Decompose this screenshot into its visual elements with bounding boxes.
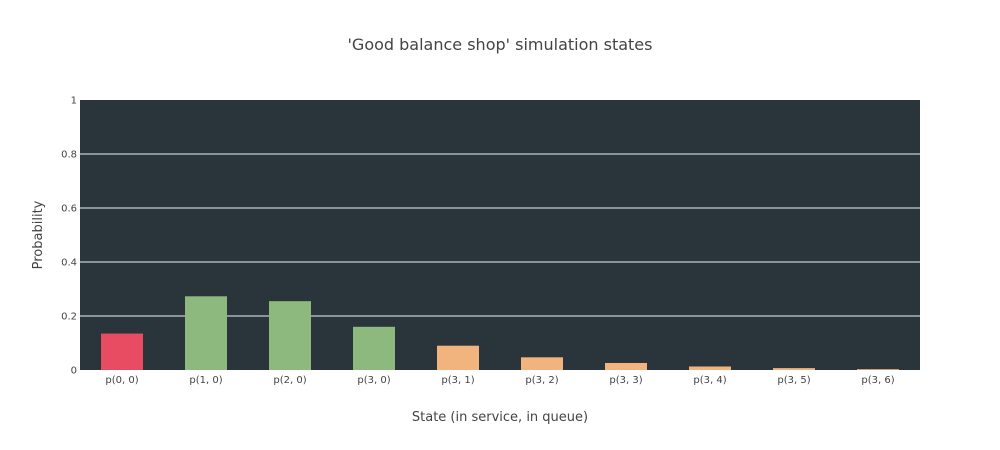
bar (521, 357, 563, 370)
bar (857, 369, 899, 370)
y-axis-title: Probability (31, 200, 46, 269)
y-tick-label: 0.8 (61, 150, 77, 161)
x-axis-ticks: p(0, 0) p(1, 0) p(2, 0) p(3, 0) p(3, 1) p(3, … (105, 375, 894, 386)
x-tick-label: p(3, 4) (693, 375, 726, 386)
x-axis-title: State (in service, in queue) (412, 410, 588, 425)
x-tick-label: p(3, 5) (777, 375, 810, 386)
y-axis-ticks: 0 0.2 0.4 0.6 0.8 1 (61, 96, 77, 377)
x-tick-label: p(3, 3) (609, 375, 642, 386)
bars (101, 296, 899, 370)
x-tick-label: p(3, 0) (357, 375, 390, 386)
bar (773, 368, 815, 370)
x-tick-label: p(3, 2) (525, 375, 558, 386)
bar (101, 333, 143, 370)
chart-title: 'Good balance shop' simulation states (348, 35, 653, 54)
y-tick-label: 1 (71, 96, 77, 107)
bar (689, 366, 731, 370)
bar (353, 326, 395, 370)
x-tick-label: p(0, 0) (105, 375, 138, 386)
bar (437, 345, 479, 370)
x-tick-label: p(3, 6) (861, 375, 894, 386)
x-tick-label: p(3, 1) (441, 375, 474, 386)
bar (185, 296, 227, 370)
y-tick-label: 0.4 (61, 258, 77, 269)
y-tick-label: 0.6 (61, 204, 77, 215)
bar (269, 301, 311, 370)
bar (605, 362, 647, 370)
y-tick-label: 0 (71, 366, 77, 377)
x-tick-label: p(1, 0) (189, 375, 222, 386)
x-tick-label: p(2, 0) (273, 375, 306, 386)
y-tick-label: 0.2 (61, 312, 77, 323)
